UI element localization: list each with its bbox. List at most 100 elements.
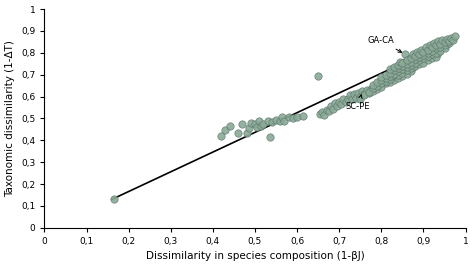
Point bbox=[382, 76, 389, 80]
Point bbox=[409, 65, 417, 69]
Point bbox=[396, 60, 404, 64]
Point bbox=[403, 58, 410, 62]
Point bbox=[418, 57, 425, 61]
Point bbox=[432, 43, 440, 47]
Text: SC-PE: SC-PE bbox=[346, 95, 370, 111]
Point bbox=[260, 122, 267, 126]
Point bbox=[424, 51, 431, 55]
Point bbox=[403, 72, 410, 76]
Point bbox=[430, 41, 438, 45]
Point bbox=[403, 65, 410, 69]
Point bbox=[438, 38, 446, 42]
Point bbox=[371, 85, 379, 89]
Point bbox=[430, 48, 438, 52]
Point bbox=[407, 63, 415, 67]
Point bbox=[401, 69, 408, 73]
Point bbox=[428, 49, 436, 53]
Point bbox=[382, 81, 389, 86]
Point bbox=[415, 62, 423, 66]
Point bbox=[428, 52, 436, 56]
Point bbox=[407, 56, 415, 60]
Point bbox=[110, 197, 118, 202]
Point bbox=[422, 49, 429, 53]
Point bbox=[392, 69, 400, 73]
Point bbox=[378, 85, 385, 89]
Point bbox=[356, 95, 364, 99]
Point bbox=[396, 66, 404, 70]
Point bbox=[255, 119, 263, 123]
Point bbox=[337, 102, 345, 106]
Point bbox=[426, 46, 434, 50]
Point bbox=[374, 87, 381, 91]
Point bbox=[413, 53, 421, 57]
Point bbox=[430, 52, 438, 56]
Point bbox=[390, 65, 398, 69]
Point bbox=[327, 104, 335, 109]
Point bbox=[426, 43, 434, 47]
Point bbox=[434, 51, 442, 55]
Point bbox=[276, 119, 284, 123]
Point bbox=[374, 80, 381, 84]
Point bbox=[369, 83, 377, 87]
Point bbox=[378, 78, 385, 82]
Point bbox=[396, 72, 404, 76]
Point bbox=[403, 68, 410, 72]
Point bbox=[361, 92, 368, 97]
Point bbox=[355, 91, 362, 95]
Point bbox=[422, 45, 429, 49]
Point bbox=[415, 52, 423, 56]
Point bbox=[238, 122, 246, 126]
Point bbox=[388, 76, 396, 80]
Point bbox=[411, 61, 419, 65]
Point bbox=[394, 69, 402, 73]
Point bbox=[394, 73, 402, 77]
Point bbox=[266, 135, 273, 139]
Point bbox=[424, 48, 431, 52]
Point bbox=[386, 74, 393, 78]
Point bbox=[413, 60, 421, 64]
Point bbox=[407, 69, 415, 73]
Point bbox=[386, 70, 393, 75]
Point bbox=[300, 114, 307, 118]
Point bbox=[272, 117, 280, 122]
Point bbox=[426, 54, 434, 58]
Point bbox=[247, 121, 255, 125]
Point bbox=[419, 50, 427, 54]
Point bbox=[378, 75, 385, 79]
Point bbox=[367, 87, 374, 91]
Point bbox=[443, 42, 450, 46]
Point bbox=[253, 125, 261, 129]
Point bbox=[441, 40, 448, 44]
Point bbox=[257, 124, 265, 128]
Point bbox=[382, 73, 389, 77]
Point bbox=[336, 100, 343, 104]
Point bbox=[401, 67, 408, 71]
Point bbox=[401, 52, 409, 57]
Point bbox=[390, 72, 398, 76]
Point bbox=[388, 74, 396, 78]
Point bbox=[375, 83, 383, 87]
X-axis label: Dissimilarity in species composition (1-βJ): Dissimilarity in species composition (1-… bbox=[146, 252, 365, 261]
Point bbox=[413, 50, 421, 54]
Point bbox=[394, 66, 402, 70]
Point bbox=[321, 113, 328, 117]
Point bbox=[390, 68, 398, 72]
Point bbox=[407, 60, 415, 64]
Point bbox=[396, 63, 404, 67]
Point bbox=[325, 109, 332, 113]
Point bbox=[409, 58, 417, 62]
Point bbox=[323, 108, 330, 112]
Point bbox=[415, 58, 423, 62]
Point bbox=[409, 55, 417, 59]
Point bbox=[319, 110, 326, 114]
Point bbox=[314, 74, 322, 78]
Point bbox=[432, 46, 440, 50]
Point bbox=[438, 44, 446, 48]
Point bbox=[428, 45, 436, 49]
Point bbox=[399, 64, 406, 68]
Point bbox=[422, 52, 429, 56]
Point bbox=[342, 100, 349, 104]
Point bbox=[382, 79, 389, 83]
Point bbox=[222, 128, 229, 133]
Point bbox=[369, 86, 377, 90]
